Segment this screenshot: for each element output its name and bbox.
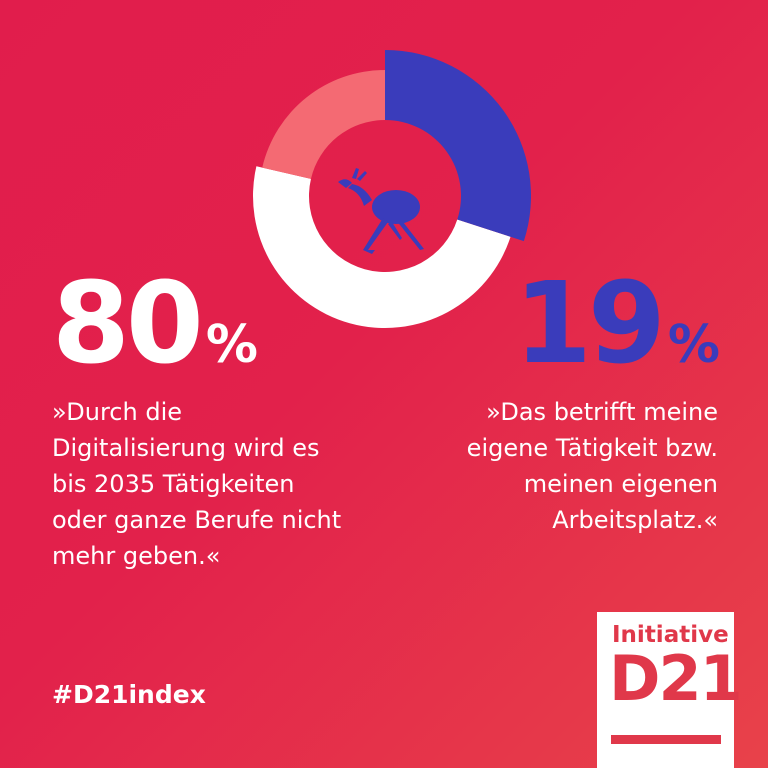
initiative-d21-logo: Initiative D21: [597, 612, 743, 768]
quote-line: Arbeitsplatz.«: [552, 506, 718, 534]
right-percent-sign: %: [667, 315, 720, 375]
left-percent-sign: %: [205, 315, 258, 375]
quote-line: bis 2035 Tätigkeiten: [52, 470, 295, 498]
quote-line: »Das betrifft meine: [486, 398, 718, 426]
right-quote: »Das betrifft meine eigene Tätigkeit bzw…: [378, 394, 718, 538]
quote-line: oder ganze Berufe nicht: [52, 506, 342, 534]
right-number: 19: [514, 259, 666, 389]
donut-segment-remaining: [262, 70, 385, 179]
logo-underline: [611, 735, 721, 744]
quote-line: »Durch die: [52, 398, 182, 426]
quote-line: eigene Tätigkeit bzw.: [466, 434, 718, 462]
hashtag: #D21index: [52, 680, 206, 709]
donut-segment-19: [385, 50, 531, 242]
right-percentage: 19%: [514, 268, 720, 380]
quote-line: meinen eigenen: [523, 470, 718, 498]
left-number: 80: [52, 259, 204, 389]
left-quote: »Durch die Digitalisierung wird es bis 2…: [52, 394, 412, 574]
left-percentage: 80%: [52, 268, 258, 380]
donut-segment-80: [253, 166, 511, 328]
quote-line: Digitalisierung wird es: [52, 434, 320, 462]
quote-line: mehr geben.«: [52, 542, 221, 570]
logo-line1: Initiative: [612, 622, 729, 648]
logo-line2: D21: [609, 642, 743, 715]
cassowary-bird-icon: [338, 168, 424, 254]
